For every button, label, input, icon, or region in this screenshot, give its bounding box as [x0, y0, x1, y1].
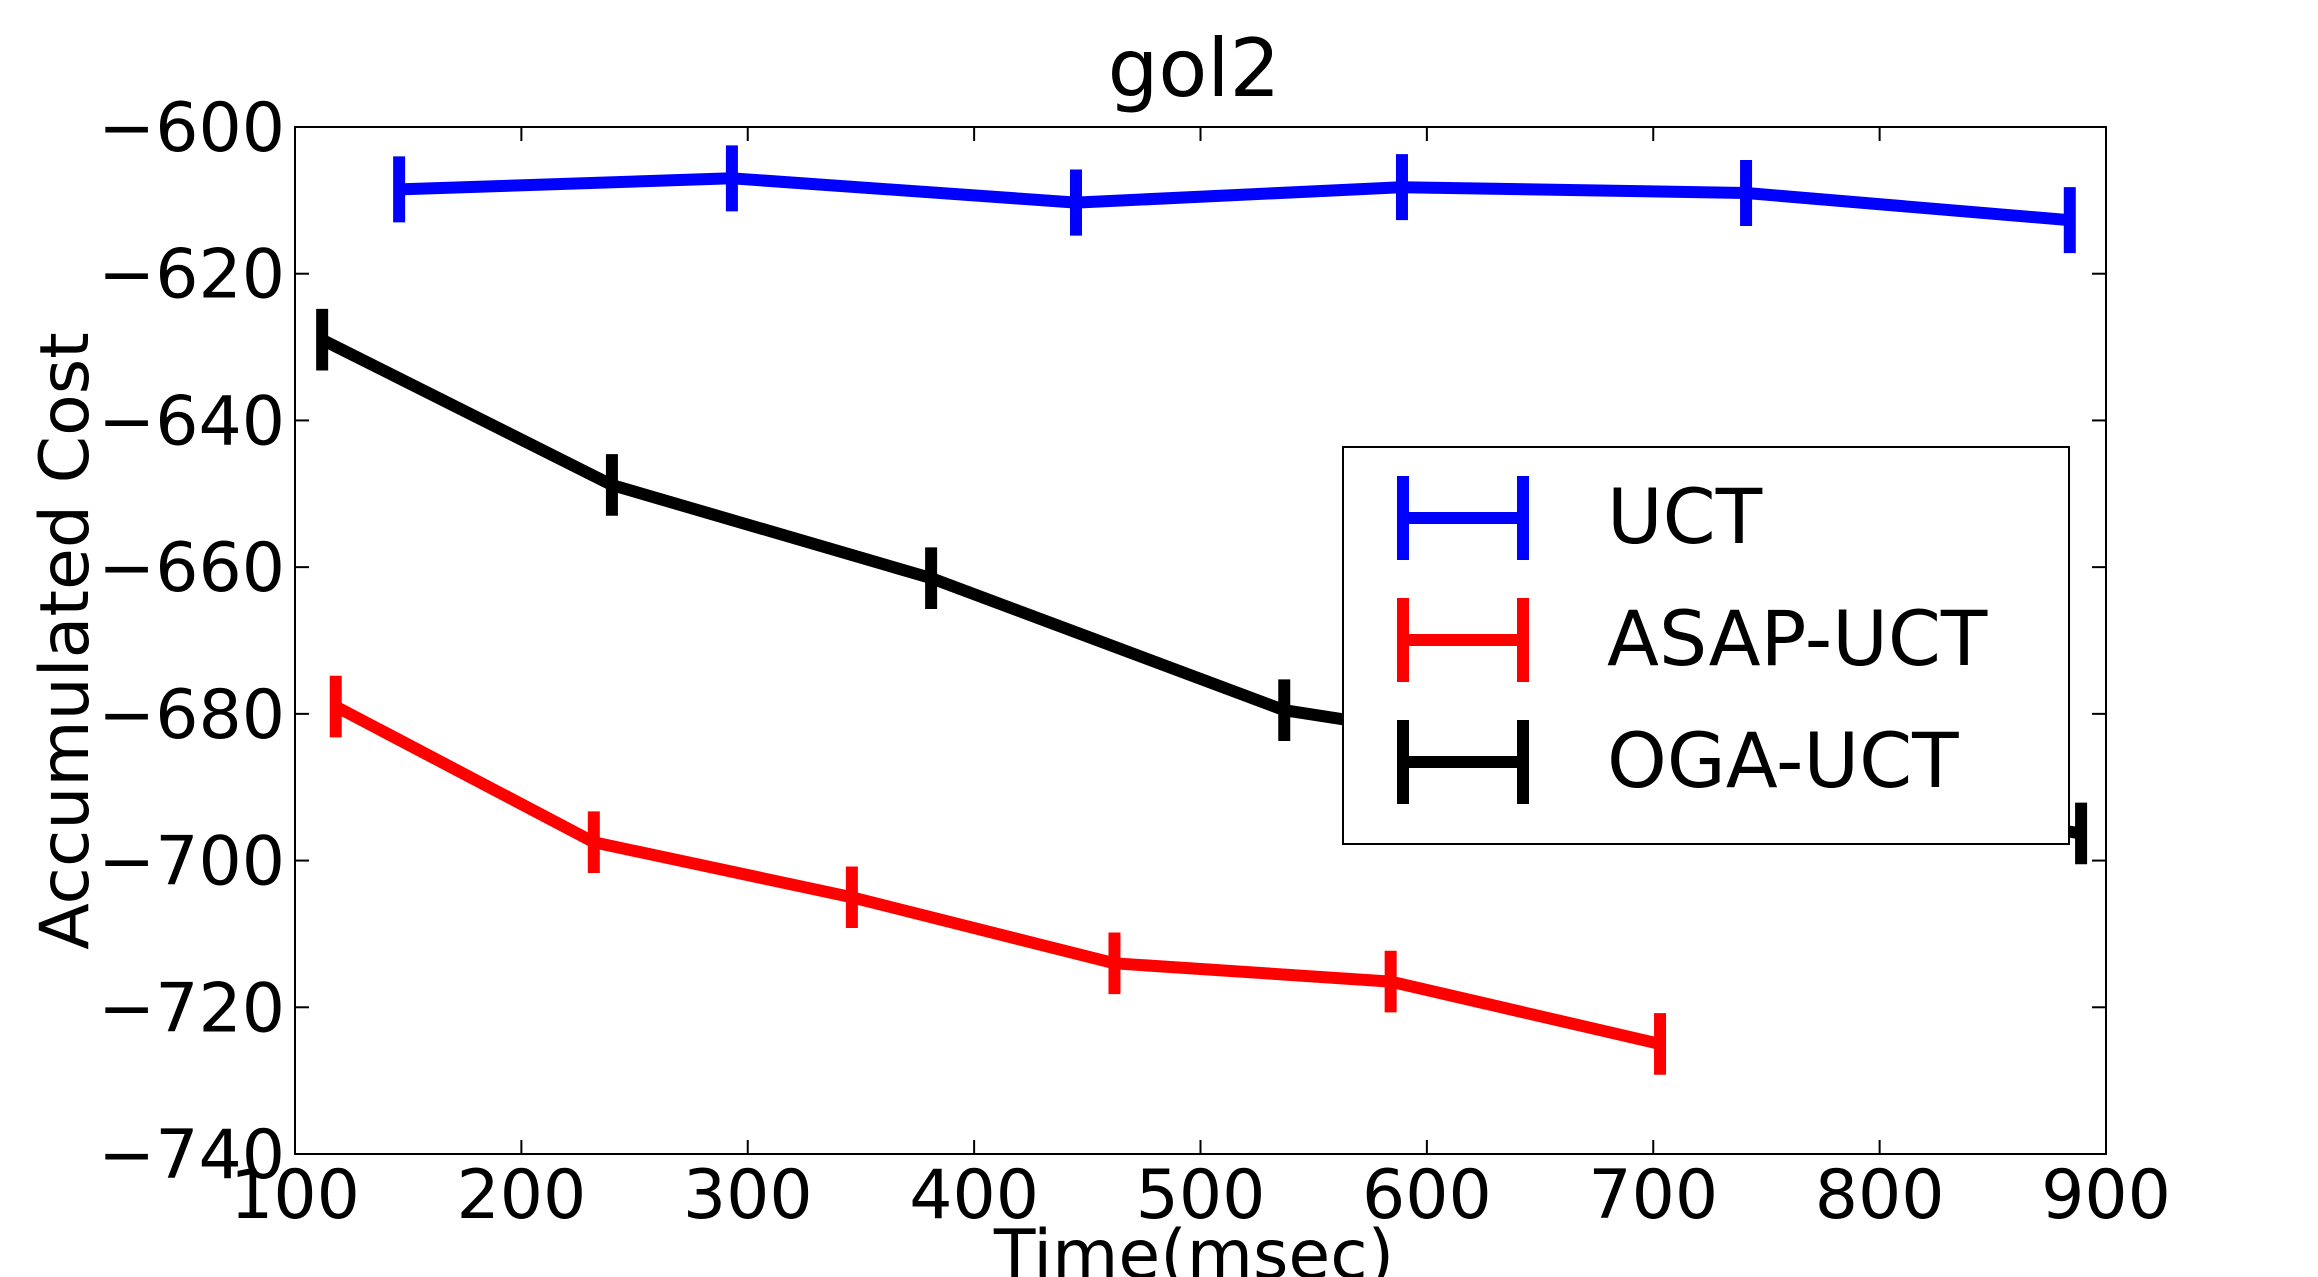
y-tick-label-3: −660	[98, 529, 285, 608]
x-tick-label-3: 400	[909, 1156, 1039, 1235]
legend-label-2: OGA-UCT	[1607, 716, 1959, 805]
y-tick-label-0: −600	[98, 89, 285, 168]
y-tick-label-2: −640	[98, 382, 285, 461]
x-tick-label-1: 200	[456, 1156, 586, 1235]
legend: UCT ASAP-UCT OGA-UCT	[1342, 446, 2070, 845]
chart-title: gol2	[1108, 22, 1281, 115]
legend-label-1: ASAP-UCT	[1607, 594, 1988, 683]
x-tick-label-5: 600	[1362, 1156, 1492, 1235]
y-tick-label-4: −680	[98, 676, 285, 755]
y-tick-label-1: −620	[98, 236, 285, 315]
x-tick-label-2: 300	[683, 1156, 813, 1235]
axes: 100 200 300 400 500 600 700 800 900 −600 −620 −640 −…	[98, 89, 2171, 1235]
y-tick-label-6: −720	[98, 969, 285, 1048]
x-tick-label-0: 100	[230, 1156, 360, 1235]
x-tick-label-7: 800	[1815, 1156, 1945, 1235]
x-tick-label-4: 500	[1136, 1156, 1266, 1235]
x-tick-label-6: 700	[1588, 1156, 1718, 1235]
legend-label-0: UCT	[1607, 472, 1763, 561]
y-tick-label-7: −740	[98, 1116, 285, 1195]
series-line-1	[332, 701, 1662, 1050]
series-line-0	[398, 172, 2071, 227]
y-tick-label-5: −700	[98, 823, 285, 902]
y-axis-label: Accumulated Cost	[26, 332, 105, 950]
x-tick-label-8: 900	[2041, 1156, 2171, 1235]
x-axis-label: Time(msec)	[993, 1216, 1394, 1277]
